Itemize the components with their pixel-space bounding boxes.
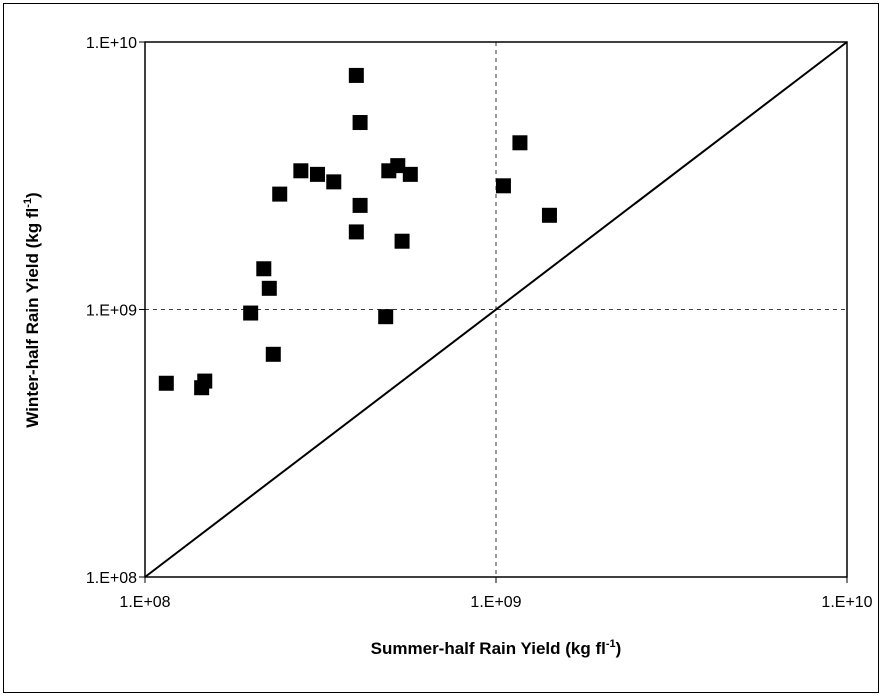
x-tick-label: 1.E+08 bbox=[119, 594, 170, 611]
data-point bbox=[309, 166, 325, 182]
one-to-one-line bbox=[144, 41, 848, 578]
data-point bbox=[243, 305, 259, 321]
data-points bbox=[158, 67, 557, 396]
y-tick-labels: 1.E+08 1.E+09 1.E+10 bbox=[86, 35, 145, 587]
y-axis-title: Winter-half Rain Yield (kg fl-1) bbox=[22, 192, 42, 427]
data-point bbox=[272, 186, 288, 202]
x-tick-labels: 1.E+08 1.E+09 1.E+10 bbox=[119, 577, 873, 611]
data-point bbox=[378, 309, 394, 325]
y-tick-label: 1.E+08 bbox=[86, 570, 137, 587]
data-point bbox=[512, 135, 528, 151]
x-axis-title: Summer-half Rain Yield (kg fl-1) bbox=[371, 638, 622, 658]
data-point bbox=[326, 174, 342, 190]
data-point bbox=[402, 166, 418, 182]
x-tick-label: 1.E+10 bbox=[821, 594, 872, 611]
data-point bbox=[197, 373, 213, 389]
x-tick-label: 1.E+09 bbox=[470, 594, 521, 611]
data-point bbox=[293, 163, 309, 179]
data-point bbox=[352, 197, 368, 213]
data-point bbox=[394, 233, 410, 249]
data-point bbox=[265, 346, 281, 362]
data-point bbox=[541, 207, 557, 223]
data-point bbox=[256, 261, 272, 277]
data-point bbox=[348, 67, 364, 83]
data-point bbox=[352, 115, 368, 131]
data-point bbox=[495, 178, 511, 194]
data-point bbox=[261, 280, 277, 296]
data-point bbox=[348, 224, 364, 240]
data-point bbox=[158, 375, 174, 391]
data-point bbox=[390, 158, 406, 174]
y-tick-label: 1.E+10 bbox=[86, 35, 137, 52]
y-tick-label: 1.E+09 bbox=[86, 303, 137, 320]
